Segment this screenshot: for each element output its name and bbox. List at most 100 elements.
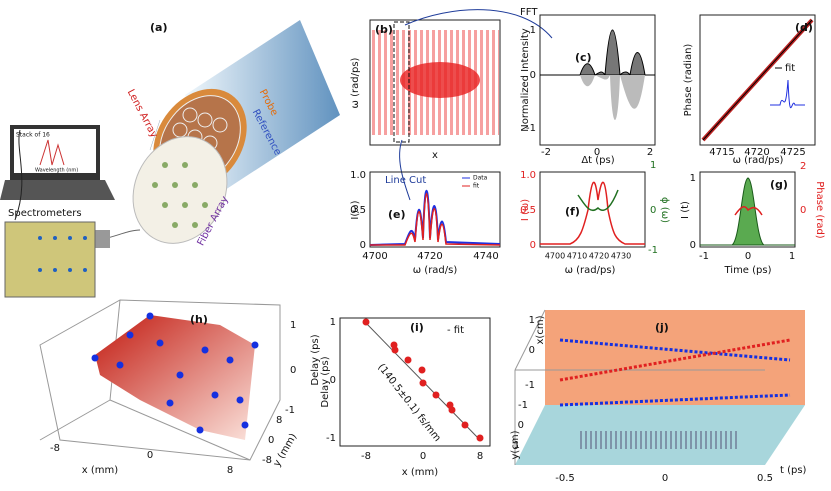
shape: [577, 189, 619, 212]
shape: [419, 379, 427, 387]
shape: [461, 421, 469, 429]
shape: [132, 136, 228, 244]
x-label: x (mm): [402, 467, 438, 478]
y-tick: 1: [330, 317, 336, 328]
slope: (140.5±0.1) fs/mm: [375, 362, 442, 444]
x-tick: 0: [594, 147, 600, 158]
x-tick: 4710: [567, 252, 587, 261]
y2-tick: 0: [650, 205, 656, 216]
z-tick: 1: [290, 320, 296, 331]
shape: [156, 339, 164, 347]
shape: [448, 406, 456, 414]
x-label: Time (ps): [723, 265, 771, 276]
x-tick: 1: [789, 251, 795, 262]
label: (d): [795, 21, 813, 34]
y-label: I(ω): [350, 200, 361, 219]
line-cut: Line Cut: [385, 175, 426, 186]
x-label: ω (rad/s): [413, 265, 458, 276]
y2-tick: 0: [800, 205, 806, 216]
shape: [362, 318, 484, 442]
shape: [400, 62, 480, 98]
label: (j): [655, 321, 669, 334]
shape: [241, 421, 249, 429]
x-tick: 0.5: [757, 473, 773, 484]
y-label: Delay (ps): [320, 356, 331, 407]
shape: [38, 236, 87, 272]
x-tick: -2: [541, 147, 551, 158]
label: (b): [375, 23, 393, 36]
panel-e: Data fit (e) I(ω) ω (rad/s) 4700 4720 47…: [350, 170, 501, 276]
shape: [172, 182, 178, 188]
legend: fit: [473, 183, 480, 190]
x-tick: 4725: [780, 147, 805, 158]
panel-f: (f) I (ω) ϕ (ω) ω (rad/ps) 4700 4710 472…: [520, 160, 670, 276]
shape: [212, 117, 228, 133]
shape: [362, 318, 370, 326]
panel-g: (g) I (t) Phase (rad) Time (ps) -1 0 1 1…: [680, 161, 825, 276]
y-tick: 1: [514, 440, 520, 451]
shape: [0, 180, 115, 200]
x-label: Δt (ps): [581, 155, 614, 166]
shape: [38, 236, 42, 240]
x-tick: 8: [477, 451, 483, 462]
y-tick: 8: [276, 415, 282, 426]
shape: [162, 162, 168, 168]
x-label: ω (rad/ps): [565, 265, 616, 276]
x-tick: 4715: [709, 147, 734, 158]
shape: [399, 139, 411, 201]
y-tick: 0: [530, 70, 536, 81]
y2-tick: -1: [648, 245, 658, 256]
shape: [83, 268, 87, 272]
shape: [39, 299, 281, 461]
shape: [226, 356, 234, 364]
y-tick: 0.5: [520, 205, 536, 216]
x-label: x: [432, 150, 438, 161]
fit: fit: [785, 63, 795, 74]
shape: [152, 162, 208, 228]
shape: [770, 79, 805, 109]
shape: [116, 361, 124, 369]
shape: [236, 396, 244, 404]
shape: [53, 268, 57, 272]
shape: [202, 202, 208, 208]
y-label: Phase (radian): [683, 44, 694, 117]
shape: [162, 202, 168, 208]
shape: [545, 310, 805, 405]
shape: [476, 434, 484, 442]
shape: [39, 139, 65, 166]
lens-array: Lens Array: [125, 88, 160, 140]
z-tick: 0: [529, 345, 535, 356]
shape: [393, 21, 410, 143]
shape: [370, 192, 501, 246]
laptop-axis: Wavelength (nm): [35, 168, 78, 174]
y-label: y(cm): [510, 430, 521, 459]
x-tick: -0.5: [555, 473, 575, 484]
x-tick: 0: [662, 473, 668, 484]
y-tick: 1: [690, 173, 696, 184]
fft: FFT: [520, 7, 538, 18]
shape: [514, 309, 546, 371]
panel-c: (c) Normalized Intensity Δt (ps) -2 0 2 …: [520, 14, 656, 166]
shape: [68, 236, 72, 240]
label: (i): [410, 321, 424, 334]
shape: [172, 222, 178, 228]
shape: [702, 19, 813, 141]
y-label: I (t): [680, 201, 691, 219]
label: (e): [388, 208, 406, 221]
x-tick: 4700: [545, 252, 565, 261]
shape: [734, 206, 763, 216]
y-tick: 0.5: [350, 205, 366, 216]
shape: [192, 222, 198, 228]
y-label: y (mm): [272, 432, 300, 469]
panel-i: (i) - fit (140.5±0.1) fs/mm Delay (ps) x…: [320, 317, 491, 478]
y-tick: 0: [360, 240, 366, 251]
x-tick: 0: [420, 451, 426, 462]
shape: [211, 391, 219, 399]
y-tick: 0: [530, 240, 536, 251]
shape: [404, 9, 553, 39]
shape: [176, 371, 184, 379]
laptop-text: Stack of 16: [16, 132, 50, 139]
shape: [559, 393, 791, 407]
label: (f): [565, 205, 580, 218]
y-tick: 0: [690, 240, 696, 251]
